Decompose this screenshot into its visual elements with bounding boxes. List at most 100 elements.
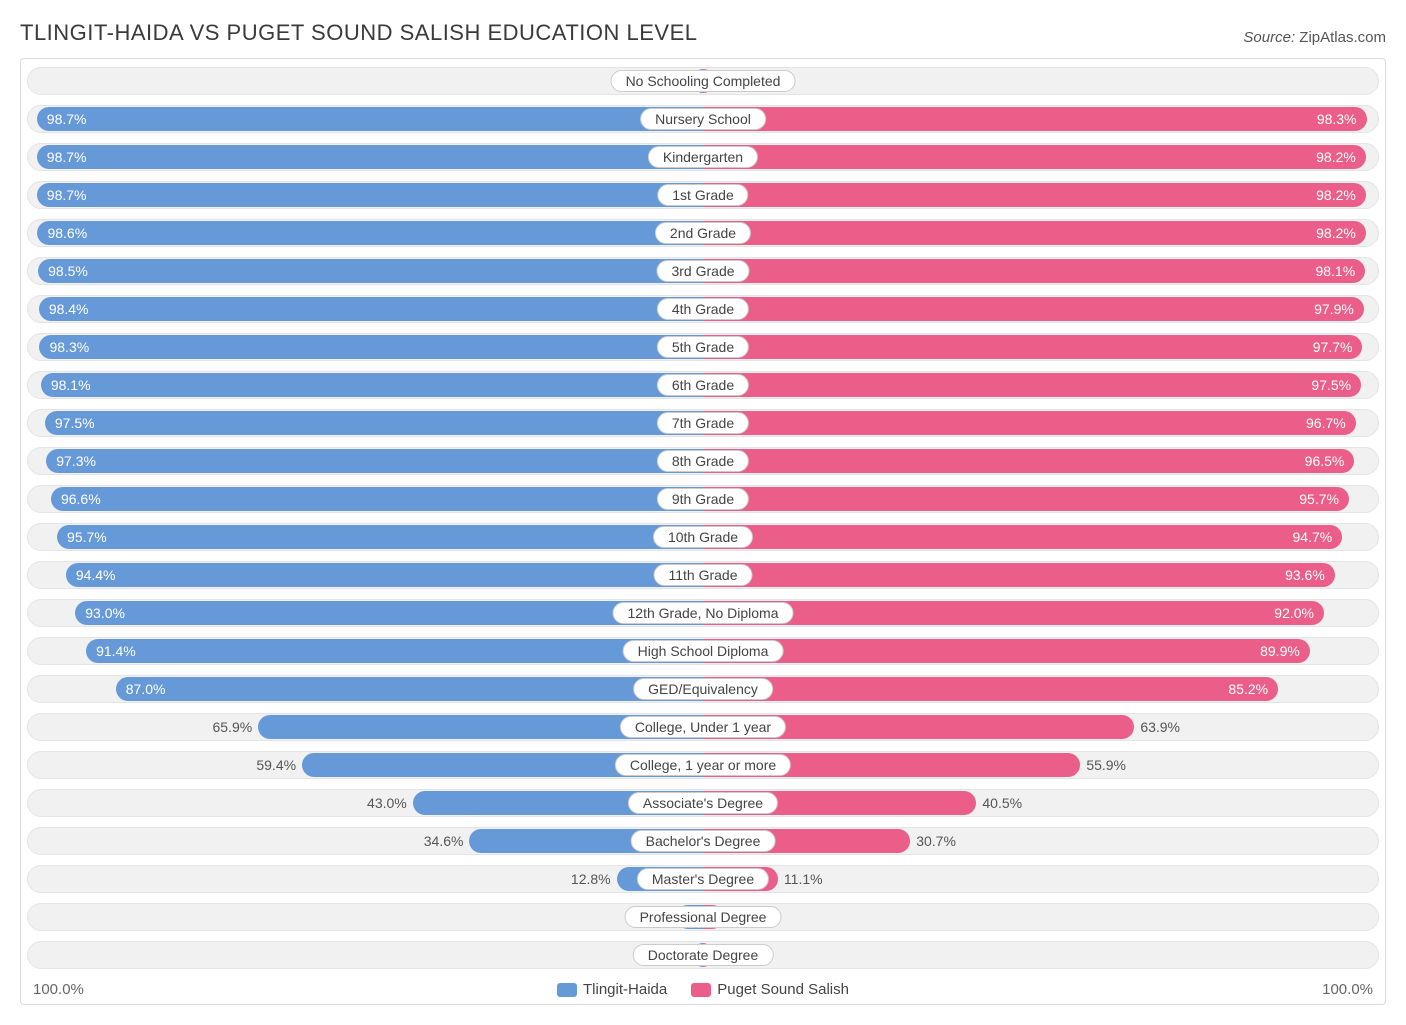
chart-footer: 100.0% Tlingit-Haida Puget Sound Salish …	[27, 979, 1379, 998]
value-right: 40.5%	[982, 795, 1022, 811]
legend-swatch-left	[557, 983, 577, 997]
category-label: 7th Grade	[657, 412, 749, 434]
category-label: Nursery School	[640, 108, 766, 130]
bar-right: 97.7%	[703, 335, 1362, 359]
category-label: GED/Equivalency	[633, 678, 773, 700]
chart-title: TLINGIT-HAIDA VS PUGET SOUND SALISH EDUC…	[20, 20, 698, 46]
value-right: 55.9%	[1086, 757, 1126, 773]
chart-row: 98.7% 98.2% 1st Grade	[27, 181, 1379, 209]
value-right: 63.9%	[1140, 719, 1180, 735]
chart-row: 98.5% 98.1% 3rd Grade	[27, 257, 1379, 285]
bar-left: 98.3%	[39, 335, 703, 359]
category-label: 8th Grade	[657, 450, 749, 472]
value-right: 98.2%	[1316, 225, 1356, 241]
bar-left: 93.0%	[75, 601, 703, 625]
chart-row: 95.7%94.7%10th Grade	[27, 523, 1379, 551]
value-left: 91.4%	[96, 643, 136, 659]
value-left: 98.6%	[47, 225, 87, 241]
category-label: No Schooling Completed	[611, 70, 796, 92]
chart-row: 12.8%11.1%Master's Degree	[27, 865, 1379, 893]
value-left: 98.3%	[49, 339, 89, 355]
value-left: 98.1%	[51, 377, 91, 393]
legend-item-left: Tlingit-Haida	[557, 981, 667, 998]
legend-label-right: Puget Sound Salish	[717, 981, 849, 998]
value-left: 95.7%	[67, 529, 107, 545]
bar-right: 95.7%	[703, 487, 1349, 511]
axis-max-right: 100.0%	[1322, 981, 1373, 998]
category-label: 3rd Grade	[656, 260, 749, 282]
bar-left: 98.5%	[38, 259, 703, 283]
bar-left: 98.6%	[37, 221, 703, 245]
source-label: Source:	[1243, 29, 1295, 46]
bar-right: 97.5%	[703, 373, 1361, 397]
chart-row: 87.0%85.2%GED/Equivalency	[27, 675, 1379, 703]
value-left: 93.0%	[85, 605, 125, 621]
value-left: 65.9%	[212, 719, 252, 735]
bar-right: 89.9%	[703, 639, 1310, 663]
bar-left: 98.7%	[37, 145, 703, 169]
bar-left: 91.4%	[86, 639, 703, 663]
source-value: ZipAtlas.com	[1299, 29, 1386, 46]
chart-row: 1.7%1.2%Doctorate Degree	[27, 941, 1379, 969]
diverging-bar-chart: 1.5%1.8%No Schooling Completed 98.7% 98.3%…	[20, 58, 1386, 1005]
value-right: 98.3%	[1317, 111, 1357, 127]
legend: Tlingit-Haida Puget Sound Salish	[557, 981, 849, 998]
chart-row: 98.3% 97.7% 5th Grade	[27, 333, 1379, 361]
chart-row: 1.5%1.8%No Schooling Completed	[27, 67, 1379, 95]
category-label: Doctorate Degree	[633, 944, 774, 966]
chart-row: 93.0% 92.0% 12th Grade, No Diploma	[27, 599, 1379, 627]
category-label: College, 1 year or more	[615, 754, 791, 776]
chart-header: TLINGIT-HAIDA VS PUGET SOUND SALISH EDUC…	[20, 20, 1386, 46]
chart-source: Source: ZipAtlas.com	[1243, 29, 1386, 46]
category-label: 5th Grade	[657, 336, 749, 358]
value-left: 97.5%	[55, 415, 95, 431]
value-right: 98.1%	[1315, 263, 1355, 279]
chart-row: 43.0%40.5%Associate's Degree	[27, 789, 1379, 817]
bar-right: 98.2%	[703, 183, 1366, 207]
bar-left: 94.4%	[66, 563, 703, 587]
category-label: 1st Grade	[657, 184, 748, 206]
bar-right: 96.7%	[703, 411, 1356, 435]
category-label: 2nd Grade	[655, 222, 751, 244]
bar-left: 87.0%	[116, 677, 703, 701]
bar-right: 93.6%	[703, 563, 1335, 587]
axis-max-left: 100.0%	[33, 981, 84, 998]
category-label: 4th Grade	[657, 298, 749, 320]
category-label: 9th Grade	[657, 488, 749, 510]
bar-right: 92.0%	[703, 601, 1324, 625]
category-label: Professional Degree	[625, 906, 782, 928]
value-right: 98.2%	[1316, 187, 1356, 203]
value-left: 94.4%	[76, 567, 116, 583]
chart-row: 98.1%97.5%6th Grade	[27, 371, 1379, 399]
value-right: 95.7%	[1299, 491, 1339, 507]
bar-right: 94.7%	[703, 525, 1342, 549]
value-right: 97.9%	[1314, 301, 1354, 317]
bar-left: 98.7%	[37, 183, 703, 207]
chart-row: 98.6% 98.2% 2nd Grade	[27, 219, 1379, 247]
category-label: 11th Grade	[653, 564, 752, 586]
category-label: Bachelor's Degree	[631, 830, 776, 852]
value-left: 59.4%	[256, 757, 296, 773]
chart-row: 34.6%30.7%Bachelor's Degree	[27, 827, 1379, 855]
bar-left: 98.1%	[41, 373, 703, 397]
bar-right: 98.3%	[703, 107, 1367, 131]
chart-row: 4.0%3.1%Professional Degree	[27, 903, 1379, 931]
value-left: 87.0%	[126, 681, 166, 697]
bar-right: 98.1%	[703, 259, 1365, 283]
bar-left: 96.6%	[51, 487, 703, 511]
bar-left: 98.4%	[39, 297, 703, 321]
chart-row: 94.4% 93.6%11th Grade	[27, 561, 1379, 589]
bar-left: 95.7%	[57, 525, 703, 549]
value-left: 98.7%	[47, 187, 87, 203]
value-right: 97.7%	[1313, 339, 1353, 355]
value-right: 92.0%	[1274, 605, 1314, 621]
chart-row: 97.5% 96.7%7th Grade	[27, 409, 1379, 437]
category-label: 12th Grade, No Diploma	[613, 602, 794, 624]
legend-item-right: Puget Sound Salish	[691, 981, 849, 998]
category-label: Associate's Degree	[628, 792, 778, 814]
chart-row: 59.4% 55.9% College, 1 year or more	[27, 751, 1379, 779]
chart-row: 98.7% 98.3% Nursery School	[27, 105, 1379, 133]
value-left: 98.7%	[47, 111, 87, 127]
chart-row: 96.6% 95.7% 9th Grade	[27, 485, 1379, 513]
value-left: 98.5%	[48, 263, 88, 279]
